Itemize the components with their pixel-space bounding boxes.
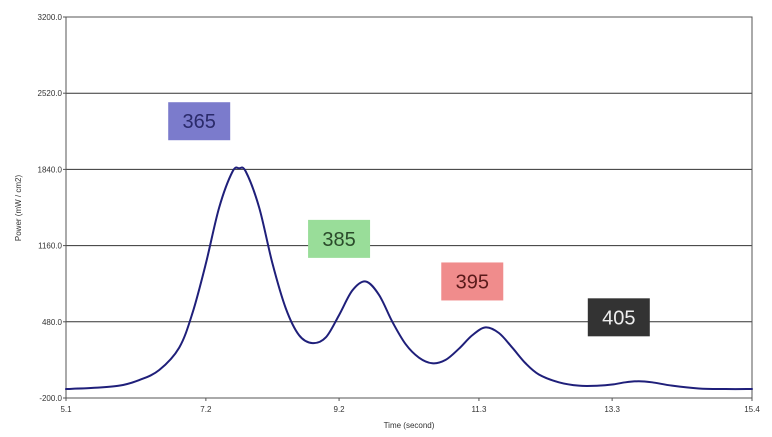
peak-label-box [587, 298, 650, 337]
peak-label-text: 395 [456, 271, 489, 293]
y-tick-label: 480.0 [42, 318, 63, 327]
peak-label-box [441, 262, 504, 301]
x-tick-label: 5.1 [60, 405, 72, 414]
peak-label: 385 [308, 219, 371, 258]
y-axis-label: Power (mW / cm2) [14, 175, 23, 242]
x-tick-label: 15.4 [744, 405, 760, 414]
y-tick-label: 1840.0 [38, 165, 63, 174]
y-tick-label: 1160.0 [38, 242, 62, 251]
y-tick-label: 3200.0 [38, 13, 63, 22]
series-layer [65, 166, 753, 391]
peak-label-text: 405 [602, 307, 635, 329]
x-tick-label: 13.3 [604, 405, 620, 414]
peak-label-box [308, 219, 371, 258]
x-tick-label: 11.3 [471, 405, 487, 414]
axis-layer: -200.0 480.0 1160.0 1840.0 2520.0 3200.0 5.1 7.… [38, 13, 761, 414]
peak-label: 365 [168, 102, 231, 141]
y-tick-label: 2520.0 [38, 89, 63, 98]
plot-frame [65, 16, 753, 399]
x-tick-label: 7.2 [200, 405, 212, 414]
x-tick-label: 9.2 [334, 405, 346, 414]
peak-label-box [168, 102, 231, 141]
series-line [65, 166, 753, 391]
peak-label-text: 365 [183, 111, 216, 133]
x-axis-label: Time (second) [384, 421, 435, 430]
peak-label-text: 385 [322, 229, 355, 251]
annotation-layer: 365 385 395 405 [168, 102, 650, 337]
peak-label: 395 [441, 262, 504, 301]
y-tick-label: -200.0 [39, 394, 62, 403]
peak-label: 405 [587, 298, 650, 337]
